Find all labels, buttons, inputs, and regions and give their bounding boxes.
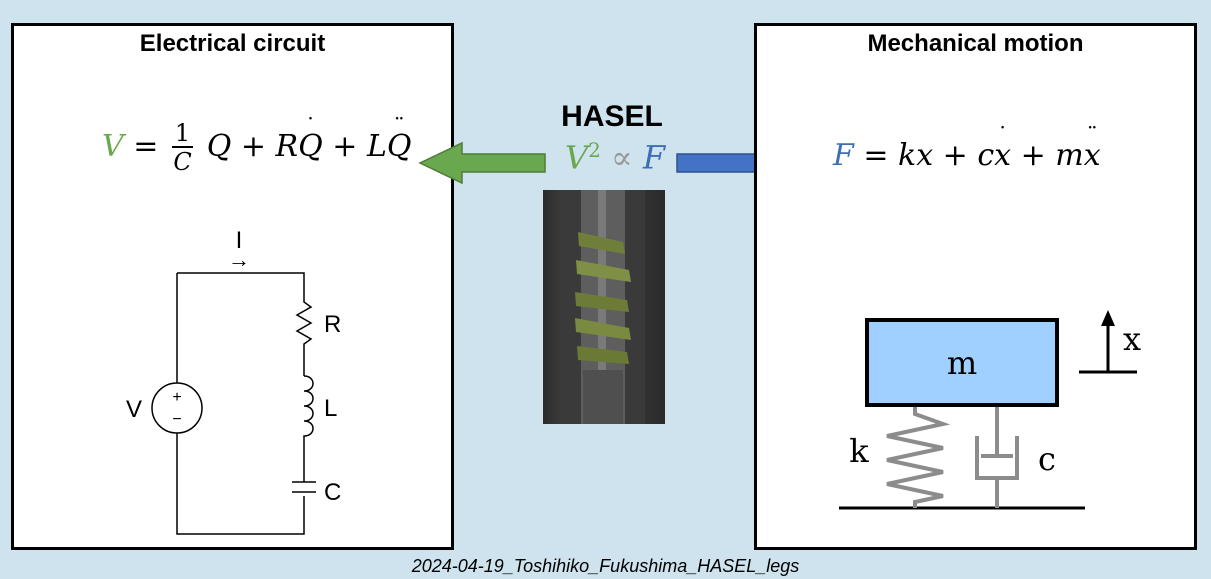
eq-term-kx-c: = kx + c <box>853 138 995 173</box>
current-arrow-icon: → <box>228 247 250 272</box>
hasel-actuator-photo <box>543 190 665 424</box>
source-minus: − <box>172 411 181 428</box>
relation-f: F <box>642 138 666 177</box>
inductor-label: L <box>324 395 337 422</box>
relation-proportional: ∝ <box>610 138 633 177</box>
mechanical-motion-title: Mechanical motion <box>867 30 1084 57</box>
inductor-symbol <box>303 375 314 482</box>
resistor-symbol <box>295 296 313 376</box>
eq-voltage-symbol: V <box>102 129 124 164</box>
mass-label: m <box>947 344 977 382</box>
electrical-equation: V = 1 C Q + R ˙ Q + L ¨ Q <box>102 115 412 176</box>
hasel-relation: V2 ∝ F <box>550 138 680 177</box>
mechanical-equation: F = kx + c ˙ x + m ¨ x <box>833 124 1101 173</box>
eq-term-l: + L <box>322 129 387 164</box>
eq-q-dot: ˙ Q <box>298 115 323 164</box>
mechanical-motion-panel: Mechanical motion F = kx + c ˙ x + m ¨ x m k… <box>754 23 1197 550</box>
spring-label: k <box>849 432 869 470</box>
electrical-circuit-title: Electrical circuit <box>139 30 326 57</box>
spring-symbol <box>886 407 951 508</box>
relation-v: V <box>564 138 589 177</box>
rlc-circuit-diagram: + − V R L C I → <box>126 227 341 535</box>
footer-caption: 2024-04-19_Toshihiko_Fukushima_HASEL_leg… <box>411 556 800 576</box>
capacitor-label: C <box>324 479 341 506</box>
voltage-source-symbol <box>151 382 203 434</box>
current-label: I <box>236 227 243 254</box>
x-arrow-icon <box>1101 310 1115 326</box>
eq-x-ddot: ¨ x <box>1083 124 1101 173</box>
eq-term-q-r: Q + R <box>206 129 299 164</box>
eq-q-ddot: ¨ Q <box>386 115 412 164</box>
mass-block <box>865 318 1059 407</box>
hasel-title: HASEL <box>561 100 663 133</box>
eq-x-dot: ˙ x <box>994 124 1012 173</box>
circuit-wire-bottom <box>176 433 305 535</box>
eq-force-symbol: F <box>833 138 854 173</box>
resistor-label: R <box>324 311 341 338</box>
electrical-circuit-panel: Electrical circuit V = 1 C Q + R ˙ Q + L ¨ Q… <box>11 23 454 550</box>
eq-fraction-denominator: C <box>173 148 192 176</box>
eq-fraction: 1 C <box>171 120 194 176</box>
voltage-source-label: V <box>126 396 142 423</box>
actuator-photo-illustration <box>563 190 645 424</box>
mass-spring-damper-diagram: m k c x <box>839 310 1141 510</box>
relation-sup: 2 <box>588 138 601 162</box>
eq-equals: = <box>133 129 159 164</box>
source-plus: + <box>172 389 181 406</box>
damper-label: c <box>1038 440 1056 478</box>
eq-fraction-numerator: 1 <box>171 120 194 148</box>
eq-term-m: + m <box>1011 138 1084 173</box>
circuit-wire-top <box>177 272 305 296</box>
x-label: x <box>1123 320 1141 358</box>
